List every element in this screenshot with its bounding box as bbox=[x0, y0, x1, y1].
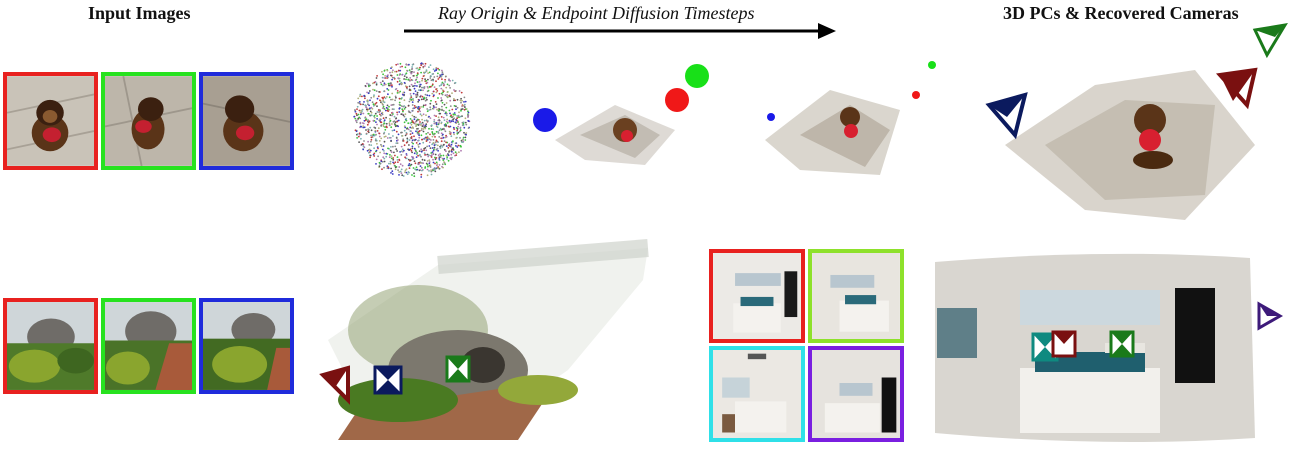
input-image-garden-1 bbox=[3, 298, 98, 394]
header-diffusion-timesteps: Ray Origin & Endpoint Diffusion Timestep… bbox=[438, 3, 755, 23]
input-image-bedroom-3 bbox=[709, 346, 805, 442]
recovered-pointcloud-lion bbox=[985, 22, 1290, 225]
input-image-garden-2 bbox=[101, 298, 196, 394]
input-image-bedroom-4 bbox=[808, 346, 904, 442]
input-image-bedroom-2 bbox=[808, 249, 904, 343]
camera-frustum-icon bbox=[1257, 301, 1284, 331]
input-image-lion-2 bbox=[101, 72, 196, 170]
input-image-lion-3 bbox=[199, 72, 294, 170]
camera-frustum-icon bbox=[985, 92, 1028, 140]
denoising-step-3 bbox=[760, 55, 950, 185]
camera-frustum-icon bbox=[1109, 330, 1135, 358]
camera-frustum-icon bbox=[1051, 330, 1077, 358]
camera-frustum-icon bbox=[373, 365, 403, 395]
input-image-garden-3 bbox=[199, 298, 294, 394]
input-image-bedroom-1 bbox=[709, 249, 805, 343]
recovered-pointcloud-garden bbox=[318, 239, 658, 445]
camera-frustum-icon bbox=[1252, 22, 1288, 59]
header-input-images: Input Images bbox=[88, 3, 191, 23]
header-recovered-cameras: 3D PCs & Recovered Cameras bbox=[1003, 3, 1239, 23]
arrow-right-icon bbox=[404, 23, 836, 39]
camera-frustum-icon bbox=[319, 365, 350, 405]
recovered-pointcloud-bedroom bbox=[925, 248, 1285, 448]
camera-frustum-icon bbox=[1216, 67, 1258, 110]
denoising-step-2 bbox=[525, 60, 715, 170]
noise-point-cloud bbox=[350, 55, 475, 185]
input-image-lion-1 bbox=[3, 72, 98, 170]
camera-frustum-icon bbox=[445, 355, 471, 383]
